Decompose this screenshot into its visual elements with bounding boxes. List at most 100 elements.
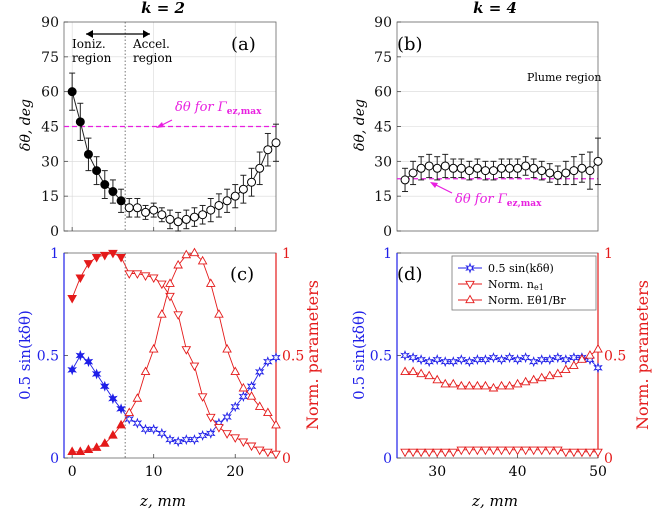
- tri-up-point: [214, 309, 224, 318]
- star-point: [99, 380, 110, 392]
- plume-label: Plume region: [527, 71, 601, 84]
- star-point: [416, 354, 426, 366]
- ytick-label: 15: [41, 189, 59, 205]
- legend-item-n-main: Norm. n: [488, 278, 534, 291]
- tri-up-point: [488, 382, 499, 392]
- tri-down-point: [480, 446, 491, 456]
- ytick-label: 1: [50, 246, 59, 262]
- open-point: [464, 166, 474, 176]
- title-k4: k = 4: [473, 0, 517, 17]
- tri-up-point: [157, 309, 167, 318]
- gamma-label-a-sub: ez,max: [227, 107, 262, 117]
- tri-up-point: [585, 350, 595, 359]
- star-point: [157, 427, 167, 439]
- open-point: [400, 175, 410, 185]
- legend-marker: [465, 294, 475, 304]
- filled-point: [67, 87, 77, 97]
- star-point: [246, 380, 257, 392]
- star-point: [75, 349, 86, 362]
- xtick-label: 30: [428, 464, 446, 480]
- tri-up-point: [140, 366, 151, 376]
- ylabel-d-left: 0.5 sin(kδθ): [350, 310, 368, 400]
- tri-down-point: [181, 346, 192, 355]
- gamma-label-b-main: δθ for Γ: [455, 192, 508, 207]
- open-point: [214, 200, 224, 210]
- star-point: [464, 356, 475, 368]
- legend-box: [451, 255, 597, 311]
- star-point: [432, 354, 442, 366]
- tri-down-point: [271, 450, 281, 460]
- tri-down-point: [189, 362, 200, 372]
- accel-label-2: region: [133, 51, 173, 65]
- tri-up-point: [148, 343, 159, 353]
- tri-up-point: [400, 366, 410, 376]
- open-point: [189, 212, 199, 222]
- filled-point: [92, 166, 102, 176]
- legend-marker: [465, 280, 475, 290]
- ytick-label: 0: [50, 451, 59, 467]
- panel-b: 0 15 30 45 60 75 90: [374, 15, 603, 240]
- tri-up-point: [246, 391, 257, 400]
- tri-up-point: [593, 343, 603, 353]
- tri-up-point: [464, 380, 475, 390]
- xtick-label: 0: [68, 464, 77, 480]
- accel-label: Accel.: [132, 37, 170, 51]
- tri-down-point: [512, 446, 523, 456]
- open-point: [149, 205, 159, 215]
- tri-down-point: [99, 251, 110, 261]
- tri-up-point: [205, 278, 216, 287]
- tri-up-point: [197, 255, 208, 265]
- star-point: [561, 354, 571, 366]
- tri-down-point: [132, 270, 143, 279]
- tri-down-point: [173, 311, 183, 320]
- tri-up-point: [230, 366, 241, 376]
- star-point: [91, 368, 102, 380]
- ytick-label-right: 1: [282, 246, 291, 262]
- open-point: [408, 168, 418, 178]
- ylabel-d-right: Norm. parameters: [633, 280, 652, 430]
- star-point: [472, 354, 483, 366]
- legend-marker: [465, 262, 475, 274]
- open-point: [424, 161, 434, 171]
- open-point: [488, 166, 498, 176]
- star-point: [254, 366, 265, 378]
- tri-down-point: [577, 448, 587, 458]
- ylabel-c-left: 0.5 sin(kδθ): [16, 310, 34, 400]
- ytick-label-right: 0.5: [282, 349, 304, 365]
- open-point: [545, 168, 555, 178]
- tri-up-point: [480, 380, 491, 390]
- open-point: [416, 163, 426, 173]
- tri-down-point: [520, 446, 531, 456]
- tri-down-point: [400, 448, 410, 458]
- gamma-arrowhead-b: [430, 182, 438, 188]
- legend: 0.5 sin(kδθ) Norm. ne1 Norm. Eθ1/Br: [451, 255, 597, 311]
- ytick-label-right: 0: [282, 451, 291, 467]
- tri-down-point: [140, 272, 151, 281]
- open-point: [569, 166, 579, 176]
- open-point: [255, 163, 265, 173]
- panel-a: 0 15 30 45 60 75 90: [41, 15, 281, 240]
- ytick-label: 45: [41, 120, 59, 136]
- tri-down-point: [263, 448, 273, 458]
- open-point: [432, 163, 442, 173]
- star-point: [263, 356, 273, 368]
- tri-down-point: [222, 430, 232, 439]
- tri-down-point: [67, 294, 77, 304]
- tri-down-point: [569, 448, 579, 458]
- gamma-label-a-main: δθ for Γ: [175, 100, 228, 115]
- tri-up-point: [263, 407, 273, 417]
- star-point: [424, 356, 434, 368]
- open-point: [238, 184, 248, 194]
- title-k2: k = 2: [141, 0, 185, 17]
- tri-down-point: [472, 446, 483, 456]
- ytick-label: 90: [374, 15, 392, 31]
- ytick-label: 0: [383, 224, 392, 240]
- ytick-label: 0: [50, 224, 59, 240]
- ytick-label: 0: [383, 451, 392, 467]
- tri-up-point: [189, 247, 200, 257]
- ytick-label: 75: [41, 50, 59, 66]
- ytick-label: 75: [374, 50, 392, 66]
- open-point: [585, 166, 595, 176]
- legend-item-sin: 0.5 sin(kδθ): [488, 262, 554, 275]
- ylabel-a: δθ, deg: [18, 99, 34, 151]
